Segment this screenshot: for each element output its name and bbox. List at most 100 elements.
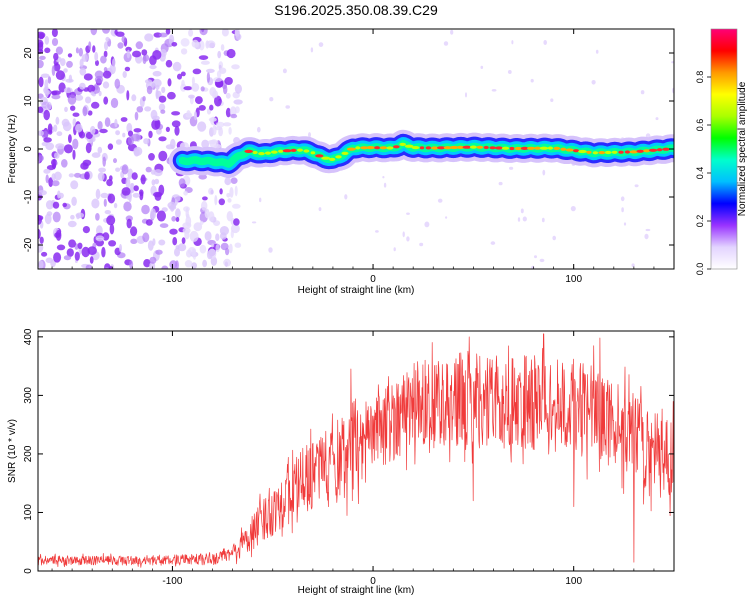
- spectrogram-noise-cell: [51, 90, 58, 96]
- spectrogram-noise-cell: [122, 71, 127, 78]
- spectrogram-ridge-peak: [386, 146, 394, 150]
- spectrogram-noise-cell: [131, 133, 141, 142]
- spectrogram-noise-cell: [43, 168, 51, 174]
- spectrogram-noise-cell: [99, 128, 108, 134]
- spectrogram-noise-cell: [100, 55, 107, 64]
- spectrogram-noise-cell: [161, 86, 166, 94]
- spectrogram-noise-cell: [631, 263, 635, 268]
- spectrogram-noise-cell: [47, 76, 52, 84]
- spectrogram-frame: [37, 28, 675, 270]
- spectrogram-noise-cell: [51, 180, 60, 187]
- spectrogram-noise-cell: [132, 50, 142, 58]
- spectrogram-noise-cell: [68, 239, 76, 248]
- spectrogram-ridge-peak: [586, 150, 592, 154]
- spectrogram-noise-cell: [62, 121, 72, 132]
- spectrogram-noise-cell: [393, 247, 396, 252]
- spectrogram-noise-cell: [94, 51, 99, 62]
- spectrogram-noise-cell: [234, 84, 242, 94]
- spectrogram-noise-cell: [94, 75, 104, 84]
- snr-x-label: Height of straight line (km): [298, 585, 415, 596]
- spectrogram-noise-cell: [165, 144, 174, 150]
- spectrogram-noise-cell: [142, 96, 146, 102]
- spectrogram-noise-cell: [45, 174, 49, 184]
- spectrogram-noise-cell: [185, 112, 193, 118]
- colorbar-tick-label: 0.0: [695, 263, 705, 276]
- spectrogram-noise-cell: [193, 222, 203, 232]
- spectrogram-ridge-peak: [494, 146, 504, 150]
- spectrogram-noise: [38, 29, 674, 269]
- spectrogram-noise-cell: [130, 238, 138, 244]
- snr-x-tick-label: -100: [162, 576, 182, 587]
- spectrogram-noise-cell: [90, 91, 95, 96]
- spectrogram-noise-cell: [215, 121, 225, 128]
- spectrogram-noise-cell: [85, 264, 93, 269]
- spectrogram-noise-cell: [534, 255, 537, 259]
- spectrogram-ridge-peak: [527, 146, 536, 150]
- spectrogram-noise-cell: [109, 266, 113, 269]
- spectrogram-noise-cell: [83, 73, 93, 81]
- spectrogram-y-tick-label: 10: [23, 95, 34, 107]
- spectrogram-noise-cell: [51, 29, 58, 38]
- spectrogram-noise-cell: [103, 50, 108, 58]
- spectrogram-noise-cell: [530, 78, 534, 83]
- spectrogram-ridge-peak: [335, 155, 342, 159]
- spectrogram-x-tick-label: 100: [565, 274, 582, 285]
- spectrogram-ridge-peak: [425, 146, 432, 150]
- spectrogram-noise-cell: [38, 214, 42, 225]
- spectrogram-noise-cell: [542, 169, 546, 176]
- spectrogram-noise-cell: [72, 112, 80, 117]
- spectrogram-noise-cell: [174, 125, 180, 136]
- spectrogram-noise-cell: [53, 252, 62, 263]
- spectrogram-noise-cell: [122, 132, 126, 138]
- spectrogram-noise-cell: [113, 202, 118, 209]
- spectrogram-noise-cell: [148, 130, 153, 139]
- spectrogram-ridge-peak: [355, 146, 361, 150]
- spectrogram-noise-cell: [129, 183, 134, 193]
- spectrogram-ridge-peak: [449, 145, 459, 150]
- spectrogram-noise-cell: [233, 99, 243, 105]
- snr-y-tick-label: 300: [23, 387, 34, 404]
- spectrogram-noise-cell: [183, 86, 193, 91]
- spectrogram-noise-cell: [115, 130, 120, 136]
- spectrogram-noise-cell: [92, 45, 96, 53]
- spectrogram-noise-cell: [52, 158, 56, 170]
- spectrogram-ridge-peak: [346, 147, 356, 151]
- spectrogram-noise-cell: [509, 166, 514, 170]
- spectrogram-noise-cell: [644, 233, 649, 240]
- spectrogram-noise-cell: [182, 222, 192, 229]
- spectrogram-noise-cell: [38, 76, 44, 88]
- spectrogram-noise-cell: [175, 208, 181, 219]
- spectrogram-noise-cell: [181, 237, 186, 245]
- colorbar-tick-label: 0.6: [695, 119, 705, 132]
- spectrogram-noise-cell: [201, 200, 208, 211]
- spectrogram-noise-cell: [98, 90, 102, 97]
- spectrogram-noise-cell: [109, 223, 115, 235]
- spectrogram-noise-cell: [218, 198, 225, 206]
- spectrogram-noise-cell: [79, 67, 87, 76]
- spectrogram-noise-cell: [226, 193, 231, 198]
- spectrogram-ridge-peak: [360, 146, 369, 150]
- spectrogram-noise-cell: [621, 207, 624, 213]
- spectrogram-noise-cell: [52, 211, 61, 223]
- spectrogram-noise-cell: [125, 46, 132, 52]
- spectrogram-ridge-peak: [501, 146, 510, 150]
- spectrogram-noise-cell: [165, 29, 171, 35]
- spectrogram-noise-cell: [102, 156, 106, 167]
- spectrogram-ridge-peak: [565, 148, 574, 152]
- spectrogram-noise-cell: [234, 242, 242, 248]
- spectrogram-noise-cell: [186, 213, 190, 219]
- spectrogram-noise-cell: [645, 228, 651, 232]
- spectrogram-noise-cell: [172, 237, 178, 246]
- spectrogram-noise-cell: [55, 143, 65, 150]
- spectrogram-noise-cell: [81, 54, 89, 62]
- spectrogram-noise-cell: [91, 152, 101, 158]
- spectrogram-noise-cell: [257, 126, 261, 133]
- spectrogram-noise-cell: [204, 208, 210, 219]
- spectrogram-noise-cell: [106, 215, 116, 226]
- spectrogram-noise-cell: [44, 213, 52, 225]
- spectrogram-noise-cell: [126, 90, 130, 101]
- spectrogram-noise-cell: [208, 117, 217, 122]
- spectrogram-ridge-peak: [520, 146, 529, 150]
- spectrogram-noise-cell: [68, 134, 72, 144]
- spectrogram-noise-cell: [44, 87, 49, 98]
